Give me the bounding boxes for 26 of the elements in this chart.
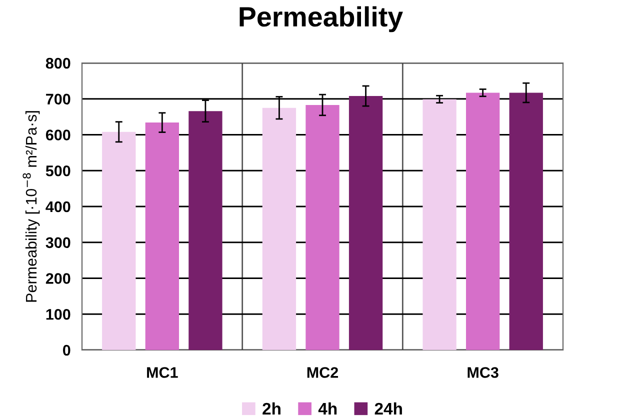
bar: [348, 96, 383, 350]
bar: [262, 108, 296, 350]
bar: [422, 99, 456, 350]
legend-label: 2h: [262, 402, 280, 414]
y-tick-label: 400: [46, 201, 70, 212]
y-tick-label: 200: [46, 273, 70, 284]
bar: [102, 132, 136, 350]
bar: [145, 122, 179, 350]
bar: [509, 92, 543, 350]
legend-label: 4h: [318, 402, 337, 414]
y-tick-label: 500: [46, 165, 70, 176]
x-tick-label: MC2: [307, 367, 338, 378]
y-tick-label: 600: [46, 130, 70, 140]
y-axis-title: Permeability [·10$^{−8}$ m²/Pa·s]: [22, 111, 40, 302]
bar: [466, 92, 500, 350]
x-tick-label: MC3: [468, 367, 498, 378]
bar: [306, 104, 340, 350]
y-tick-label: 800: [46, 58, 70, 69]
y-tick-label: 0: [62, 344, 70, 356]
bar: [188, 111, 222, 350]
y-tick-label: 700: [46, 94, 70, 105]
x-tick-label: MC1: [147, 367, 178, 378]
y-tick-label: 100: [46, 308, 70, 320]
y-tick-label: 300: [46, 237, 70, 248]
chart-title: Permeability: [240, 6, 403, 32]
legend-label: 24h: [374, 402, 402, 414]
